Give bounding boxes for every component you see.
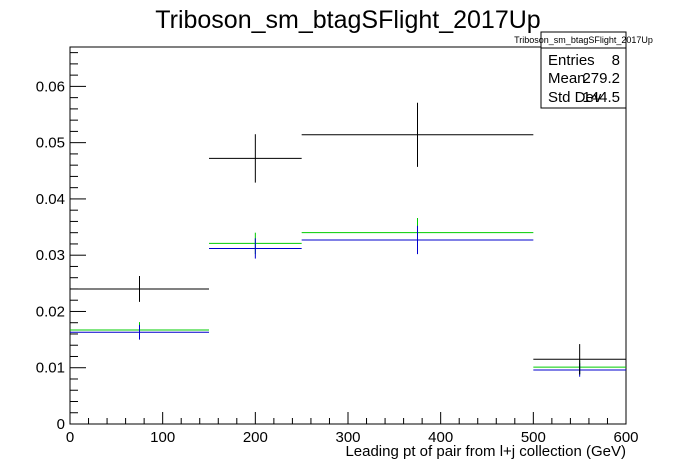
series-group <box>70 103 626 375</box>
stats-box-name: Triboson_sm_btagSFlight_2017Up <box>514 35 653 45</box>
y-tick-label: 0.06 <box>36 78 65 95</box>
y-axis: 0 0.01 0.02 0.03 0.04 0.05 0.06 <box>36 53 86 433</box>
stats-entries-label: Entries <box>548 52 595 69</box>
histogram-plot: Triboson_sm_btagSFlight_2017Up 0 100 200 30… <box>0 0 696 472</box>
stats-box: Triboson_sm_btagSFlight_2017Up Entries 8… <box>514 32 653 108</box>
stats-mean-label: Mean <box>548 70 586 87</box>
stats-stddev-value: 144.5 <box>582 89 620 106</box>
series-group <box>70 218 626 374</box>
y-tick-label: 0.04 <box>36 191 65 208</box>
stats-mean-value: 279.2 <box>582 70 620 87</box>
y-tick-label: 0 <box>57 416 65 433</box>
x-tick-label: 200 <box>243 429 268 446</box>
y-tick-label: 0.05 <box>36 135 65 152</box>
x-tick-label: 100 <box>150 429 175 446</box>
y-tick-label: 0.03 <box>36 247 65 264</box>
x-axis-label: Leading pt of pair from l+j collection (… <box>345 443 626 460</box>
y-tick-label: 0.02 <box>36 303 65 320</box>
series-group <box>70 226 626 377</box>
chart-title: Triboson_sm_btagSFlight_2017Up <box>155 6 540 34</box>
stats-entries-value: 8 <box>612 52 620 69</box>
x-axis: 0 100 200 300 400 500 600 <box>66 412 639 446</box>
x-tick-label: 0 <box>66 429 74 446</box>
y-tick-label: 0.01 <box>36 360 65 377</box>
data-series <box>70 103 626 377</box>
